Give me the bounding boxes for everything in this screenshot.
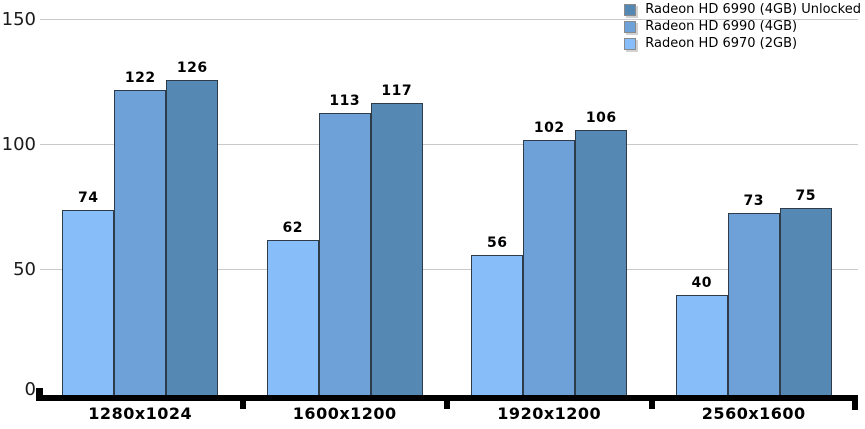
axis-tick: [648, 401, 655, 409]
bar: [114, 90, 167, 395]
bar: [523, 140, 576, 395]
bar: [166, 80, 219, 395]
bar: [675, 295, 728, 395]
y-axis-tick-label: 50: [13, 259, 36, 280]
legend-swatch: [624, 20, 637, 33]
bar-value-label: 75: [795, 187, 816, 204]
bar: [575, 130, 628, 395]
gridline: [40, 269, 858, 270]
y-axis-tick-label: 100: [1, 134, 36, 155]
gridline: [40, 144, 858, 145]
bar-value-label: 117: [381, 82, 413, 99]
y-axis-tick-label: 150: [1, 9, 36, 30]
bar-value-label: 62: [282, 220, 303, 236]
legend-label: Radeon HD 6970 (2GB): [645, 36, 798, 51]
x-axis-category-label: 1280x1024: [88, 404, 193, 423]
bar-value-label: 126: [176, 60, 208, 76]
y-axis-tick-label: 0: [24, 379, 36, 400]
bar-value-label: 113: [329, 92, 361, 109]
bar: [727, 212, 780, 395]
legend-item: Radeon HD 6990 (4GB): [624, 18, 861, 35]
bar-value-label: 74: [78, 190, 99, 206]
bar-value-label: 73: [743, 192, 764, 209]
legend: Radeon HD 6990 (4GB) Unlocked Radeon HD 6…: [624, 1, 861, 52]
bar: [266, 240, 319, 395]
axis-origin-tick: [36, 388, 43, 395]
bar: [471, 255, 524, 395]
x-axis-category-label: 2560x1600: [701, 404, 806, 423]
legend-item: Radeon HD 6990 (4GB) Unlocked: [624, 1, 861, 18]
x-axis-category-label: 1920x1200: [497, 404, 602, 423]
axis-end-tick: [852, 401, 858, 410]
bar-value-label: 40: [691, 275, 712, 291]
legend-swatch: [624, 37, 637, 50]
legend-label: Radeon HD 6990 (4GB): [645, 19, 798, 34]
legend-item: Radeon HD 6970 (2GB): [624, 35, 861, 52]
legend-swatch: [624, 3, 637, 16]
bar-value-label: 56: [487, 235, 508, 251]
bar: [318, 112, 371, 395]
bar-value-label: 102: [533, 120, 565, 136]
gridline: [40, 19, 858, 20]
legend-label: Radeon HD 6990 (4GB) Unlocked: [645, 2, 861, 17]
bar: [370, 102, 423, 395]
axis-tick: [239, 401, 246, 409]
bar-value-label: 106: [585, 110, 617, 126]
axis-tick: [444, 401, 450, 409]
x-axis-category-label: 1600x1200: [292, 404, 397, 423]
x-axis-line: [36, 395, 858, 401]
bar-value-label: 122: [124, 70, 156, 86]
bar: [62, 210, 115, 395]
bar: [779, 207, 832, 395]
